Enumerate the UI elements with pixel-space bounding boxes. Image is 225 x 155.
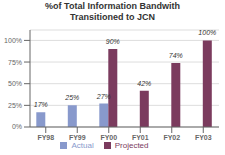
svg-text:17%: 17% (34, 101, 48, 108)
html-text:Projected: Projected (114, 141, 149, 150)
svg-text:75%: 75% (8, 59, 22, 66)
html-text:%of Total Information Bandwith: %of Total Information Bandwith Transitio… (45, 1, 180, 22)
svg-text:FY03: FY03 (195, 134, 212, 141)
html-text:Actual: Actual (71, 141, 94, 150)
svg-text:FY98: FY98 (37, 134, 54, 141)
svg-text:100%: 100% (198, 29, 216, 36)
svg-text:42%: 42% (137, 80, 151, 87)
svg-text:FY00: FY00 (100, 134, 117, 141)
svg-text:0%: 0% (12, 123, 22, 130)
svg-text:25%: 25% (64, 94, 79, 101)
svg-text:FY99: FY99 (69, 134, 86, 141)
svg-text:74%: 74% (169, 52, 183, 59)
svg-text:FY01: FY01 (132, 134, 149, 141)
svg-text:90%: 90% (106, 38, 120, 45)
svg-text:50%: 50% (8, 80, 22, 87)
svg-text:27%: 27% (96, 93, 111, 100)
svg-text:25%: 25% (8, 102, 22, 109)
svg-text:FY02: FY02 (163, 134, 180, 141)
svg-text:100%: 100% (8, 37, 22, 44)
